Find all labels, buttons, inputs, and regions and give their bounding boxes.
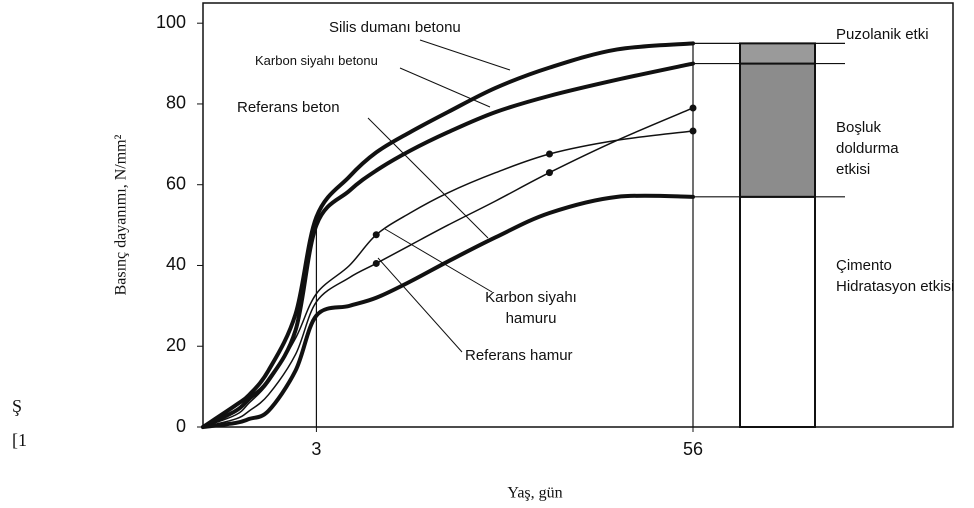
bar-segment — [739, 42, 816, 65]
x-tick-label: 3 — [311, 439, 321, 459]
point-marker — [545, 169, 553, 177]
fragment: [1 — [12, 430, 27, 450]
point-marker — [689, 104, 697, 112]
x-axis-label: Yaş, gün — [507, 485, 562, 502]
line-series — [201, 41, 695, 429]
line-series — [202, 107, 694, 428]
x-tick-label: 56 — [683, 439, 703, 459]
line-series — [201, 61, 695, 429]
segment-label: Çimento Hidratasyon etkisi — [836, 257, 955, 295]
leader-line — [399, 67, 491, 108]
point-marker — [372, 259, 380, 267]
series-label: Silis dumanı betonu — [329, 19, 461, 36]
line-series — [201, 193, 695, 429]
bar-segment — [739, 62, 816, 198]
y-tick-label: 40 — [166, 254, 186, 274]
fragment: Ş — [12, 396, 22, 416]
leader-line — [384, 228, 493, 293]
leader-line — [367, 117, 489, 239]
plot-frame — [202, 2, 954, 428]
series-label: Referans hamur — [465, 347, 573, 364]
segment-label: Boşluk doldurma etkisi — [836, 119, 899, 178]
y-tick-label: 100 — [156, 12, 186, 32]
y-tick-label: 80 — [166, 93, 186, 113]
point-marker — [545, 150, 553, 158]
segment-label: Puzolanik etki — [836, 26, 929, 43]
point-marker — [372, 231, 380, 239]
line-series — [202, 130, 694, 428]
series-label: Referans beton — [237, 99, 340, 116]
y-tick-label: 20 — [166, 335, 186, 355]
leader-line — [377, 257, 463, 353]
series-label: Karbon siyahı betonu — [255, 53, 378, 68]
series-label: Karbon siyahı hamuru — [485, 289, 577, 327]
point-marker — [689, 127, 697, 135]
y-axis-label: Basınç dayanımı, N/mm² — [113, 134, 130, 295]
bar-segment — [739, 195, 816, 428]
y-tick-label: 60 — [166, 173, 186, 193]
leader-line — [419, 39, 511, 71]
y-tick-label: 0 — [176, 416, 186, 436]
